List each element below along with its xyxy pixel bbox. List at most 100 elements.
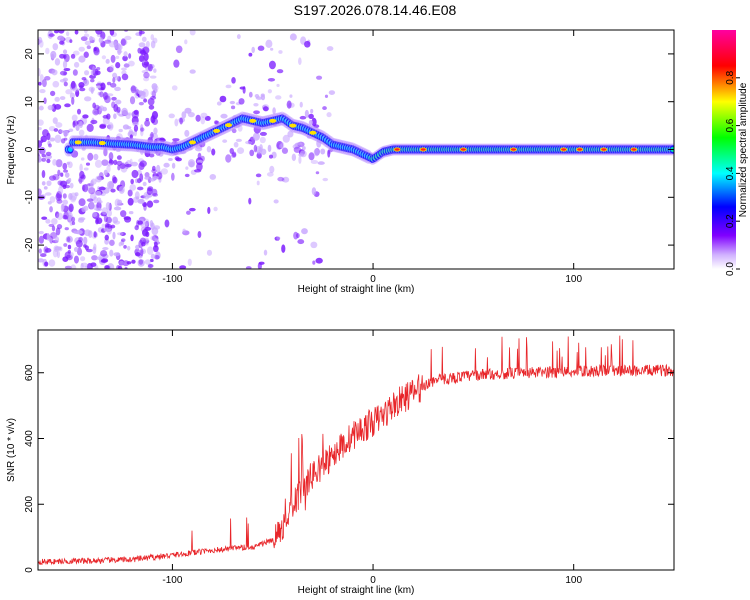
- noise-speckle: [147, 63, 153, 72]
- noise-speckle: [54, 134, 62, 144]
- noise-speckle: [56, 198, 63, 204]
- noise-speckle: [239, 86, 246, 90]
- noise-speckle: [55, 159, 63, 168]
- noise-speckle: [258, 261, 265, 265]
- noise-speckle: [148, 104, 155, 110]
- noise-speckle: [189, 69, 196, 74]
- noise-speckle: [83, 167, 89, 171]
- noise-speckle: [249, 149, 255, 157]
- ridge-hotspot: [309, 130, 317, 135]
- noise-speckle: [64, 227, 69, 231]
- noise-speckle: [197, 152, 202, 160]
- noise-speckle: [51, 225, 56, 232]
- noise-speckle: [109, 158, 113, 165]
- noise-speckle: [119, 163, 126, 169]
- noise-speckle: [207, 206, 211, 215]
- noise-speckle: [236, 34, 241, 40]
- colorbar-tick-label: 0.2: [725, 214, 736, 228]
- noise-speckle: [68, 192, 73, 200]
- noise-speckle: [49, 235, 54, 244]
- noise-speckle: [49, 206, 53, 213]
- noise-speckle: [130, 178, 134, 185]
- noise-speckle: [181, 111, 187, 119]
- noise-speckle: [68, 203, 74, 213]
- ridge-peak: [420, 148, 426, 151]
- noise-speckle: [110, 224, 116, 229]
- noise-speckle: [143, 76, 150, 82]
- noise-speckle: [46, 180, 52, 187]
- noise-speckle: [94, 159, 103, 168]
- noise-speckle: [85, 162, 91, 166]
- noise-speckle: [79, 163, 83, 172]
- noise-speckle: [268, 60, 276, 70]
- noise-speckle: [120, 38, 126, 47]
- snr-ylabel: SNR (10 * v/v): [6, 418, 17, 482]
- y-tick-label: 0: [24, 567, 35, 573]
- noise-speckle: [62, 214, 68, 220]
- noise-speckle: [92, 65, 96, 74]
- spectrogram-heatmap: [38, 30, 674, 269]
- noise-speckle: [214, 120, 220, 125]
- noise-speckle: [81, 77, 87, 81]
- noise-speckle: [114, 75, 120, 81]
- noise-speckle: [189, 30, 196, 36]
- noise-speckle: [38, 105, 44, 111]
- noise-speckle: [149, 258, 154, 263]
- noise-speckle: [140, 124, 144, 133]
- noise-speckle: [144, 148, 151, 158]
- ridge-hotspot: [289, 123, 297, 128]
- noise-speckle: [49, 137, 56, 142]
- noise-speckle: [64, 172, 70, 178]
- noise-speckle: [104, 234, 109, 241]
- noise-speckle: [62, 77, 69, 82]
- ridge-core: [67, 147, 73, 152]
- snr-frame: [37, 329, 675, 571]
- noise-speckle: [216, 101, 222, 106]
- noise-speckle: [93, 196, 98, 204]
- noise-speckle: [76, 108, 81, 115]
- noise-speckle: [58, 35, 65, 42]
- noise-speckle: [101, 159, 109, 166]
- noise-speckle: [150, 90, 157, 96]
- noise-speckle: [142, 88, 149, 98]
- noise-speckle: [41, 181, 46, 186]
- noise-speckle: [62, 184, 67, 190]
- noise-speckle: [58, 129, 65, 134]
- noise-speckle: [293, 146, 302, 153]
- noise-speckle: [124, 35, 132, 41]
- noise-speckle: [106, 209, 112, 217]
- noise-speckle: [51, 218, 58, 225]
- noise-speckle: [63, 169, 68, 173]
- noise-speckle: [72, 50, 80, 56]
- noise-speckle: [253, 103, 259, 107]
- noise-speckle: [147, 97, 155, 106]
- noise-speckle: [184, 173, 190, 178]
- x-tick-label: 100: [565, 575, 582, 586]
- noise-speckle: [108, 152, 114, 161]
- noise-speckle: [150, 40, 156, 49]
- noise-speckle: [126, 245, 131, 251]
- noise-speckle: [231, 152, 237, 158]
- noise-speckle: [101, 207, 108, 215]
- noise-speckle: [52, 117, 58, 124]
- noise-speckle: [45, 192, 52, 196]
- noise-speckle: [60, 203, 64, 212]
- noise-speckle: [112, 77, 116, 84]
- noise-speckle: [69, 182, 74, 189]
- noise-speckle: [259, 144, 263, 153]
- noise-speckle: [92, 108, 100, 116]
- ridge-hotspot: [74, 140, 82, 145]
- noise-speckle: [173, 59, 180, 68]
- noise-speckle: [49, 196, 56, 203]
- noise-speckle: [308, 113, 314, 119]
- noise-speckle: [121, 67, 127, 71]
- noise-speckle: [144, 176, 150, 180]
- noise-speckle: [274, 236, 280, 241]
- noise-speckle: [60, 172, 64, 177]
- noise-speckle: [172, 138, 180, 142]
- noise-speckle: [56, 212, 64, 221]
- ridge-hotspot: [188, 140, 196, 145]
- noise-speckle: [152, 245, 159, 253]
- noise-speckle: [232, 151, 237, 158]
- noise-speckle: [118, 186, 125, 194]
